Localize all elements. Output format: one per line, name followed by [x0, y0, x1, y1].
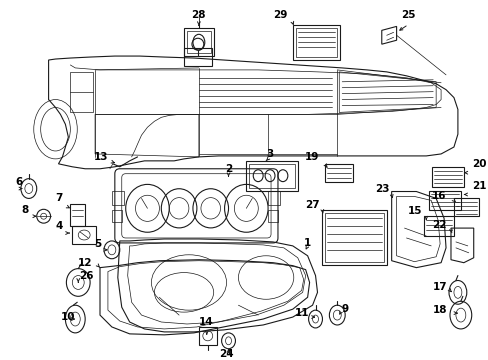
Bar [322, 210, 386, 265]
Text: 17: 17 [431, 282, 446, 292]
Text: 12: 12 [78, 258, 92, 268]
Text: 2: 2 [224, 164, 232, 174]
Text: 18: 18 [432, 305, 446, 315]
Bar [72, 226, 96, 244]
Bar [325, 213, 383, 262]
Text: 10: 10 [61, 312, 76, 322]
Text: 20: 20 [471, 159, 485, 169]
Bar [183, 48, 211, 66]
Text: 22: 22 [432, 220, 446, 230]
Bar [112, 190, 123, 205]
Text: 6: 6 [15, 177, 22, 186]
Text: 24: 24 [219, 348, 233, 359]
Bar [295, 28, 337, 57]
Bar [325, 164, 352, 182]
Bar [199, 327, 216, 345]
Text: 23: 23 [374, 184, 389, 194]
Bar [186, 31, 210, 53]
Text: 1: 1 [304, 238, 311, 248]
Text: 8: 8 [21, 205, 29, 215]
Bar [453, 198, 478, 216]
Text: 5: 5 [94, 239, 101, 249]
Text: 7: 7 [55, 193, 62, 203]
Bar [183, 28, 213, 56]
Text: 29: 29 [273, 9, 287, 19]
Text: 16: 16 [430, 192, 445, 202]
Text: 28: 28 [191, 9, 206, 19]
Text: 13: 13 [93, 152, 108, 162]
Bar [112, 210, 122, 222]
Bar [267, 190, 279, 205]
Bar [70, 204, 85, 226]
Text: 4: 4 [55, 221, 62, 231]
Text: 9: 9 [341, 304, 348, 314]
Text: 14: 14 [199, 317, 213, 327]
Bar [292, 26, 340, 60]
Bar [249, 164, 294, 188]
Bar [431, 167, 463, 186]
Bar [246, 161, 297, 190]
Text: 26: 26 [80, 271, 94, 280]
Text: 11: 11 [294, 308, 309, 318]
Text: 19: 19 [305, 152, 319, 162]
Bar [267, 210, 277, 222]
Text: 27: 27 [304, 201, 319, 210]
Bar [424, 216, 453, 236]
Text: 25: 25 [400, 9, 415, 19]
Text: 21: 21 [471, 181, 485, 190]
Text: 3: 3 [266, 149, 273, 159]
Text: 15: 15 [407, 206, 422, 216]
Bar [428, 190, 460, 210]
